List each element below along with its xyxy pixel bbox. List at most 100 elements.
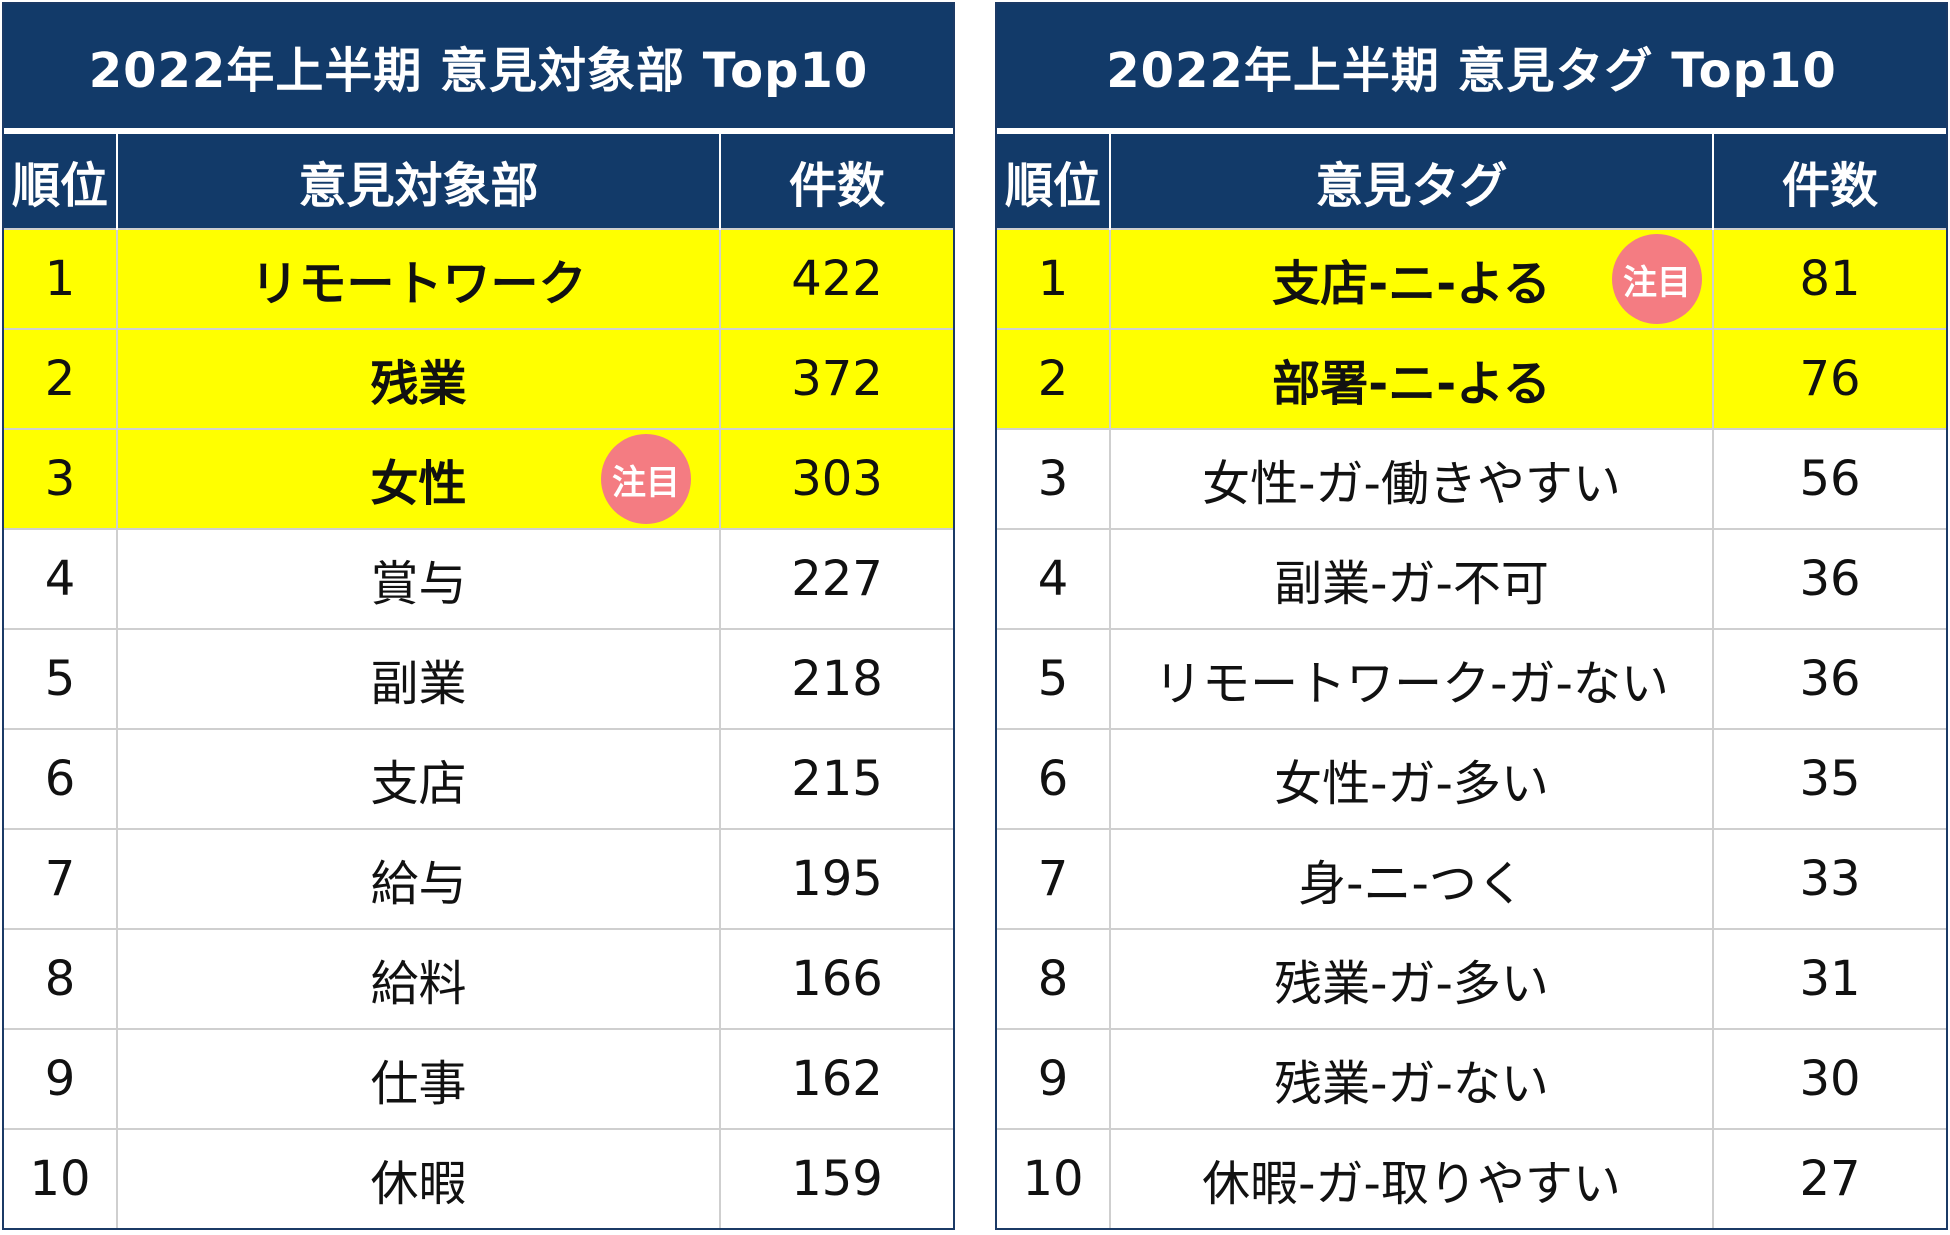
name-cell: 仕事 bbox=[116, 1028, 720, 1129]
count-cell: 422 bbox=[719, 228, 953, 329]
count-cell-text: 218 bbox=[791, 651, 883, 707]
name-cell-text: 休暇 bbox=[370, 1156, 467, 1212]
table-row: 5 副業 218 bbox=[4, 628, 953, 729]
name-cell: 給料 bbox=[116, 928, 720, 1029]
count-cell: 81 bbox=[1712, 228, 1946, 329]
name-cell: 支店 bbox=[116, 728, 720, 829]
rank-cell-text: 4 bbox=[44, 551, 76, 607]
count-cell-text: 27 bbox=[1799, 1151, 1861, 1207]
table-row: 2 部署-ニ-よる 76 bbox=[997, 328, 1946, 429]
name-cell: 給与 bbox=[116, 828, 720, 929]
table-row: 7 身-ニ-つく 33 bbox=[997, 828, 1946, 929]
rank-cell-text: 9 bbox=[1037, 1051, 1069, 1107]
name-cell: 休暇 bbox=[116, 1128, 720, 1228]
count-cell-text: 372 bbox=[791, 351, 883, 407]
count-cell-text: 195 bbox=[791, 851, 883, 907]
table-row: 3 女性-ガ-働きやすい 56 bbox=[997, 428, 1946, 529]
col-header-name: 意見タグ bbox=[1109, 134, 1713, 229]
table-row: 1 リモートワーク 422 bbox=[4, 228, 953, 329]
name-cell: 残業 bbox=[116, 328, 720, 429]
rank-cell-text: 10 bbox=[1022, 1151, 1084, 1207]
count-cell: 195 bbox=[719, 828, 953, 929]
rank-cell: 10 bbox=[4, 1128, 117, 1228]
name-cell: 部署-ニ-よる bbox=[1109, 328, 1713, 429]
name-cell-text: 賞与 bbox=[370, 556, 467, 612]
rank-cell: 10 bbox=[997, 1128, 1110, 1228]
name-cell-text: リモートワーク bbox=[250, 256, 587, 312]
count-cell: 162 bbox=[719, 1028, 953, 1129]
rank-cell: 1 bbox=[4, 228, 117, 329]
table-row: 8 給料 166 bbox=[4, 928, 953, 1029]
attention-badge: 注目 bbox=[1612, 234, 1702, 324]
name-cell: 賞与 bbox=[116, 528, 720, 629]
name-cell: 副業-ガ-不可 bbox=[1109, 528, 1713, 629]
name-cell-text: 女性-ガ-多い bbox=[1274, 756, 1549, 812]
name-cell: 支店-ニ-よる 注目 bbox=[1109, 228, 1713, 329]
table-row: 3 女性 注目 303 bbox=[4, 428, 953, 529]
count-cell: 35 bbox=[1712, 728, 1946, 829]
right-table: 順位 意見タグ 件数 1 支店-ニ-よる 注目 81 2 部署-ニ-よる 76 3 女性-ガ-働… bbox=[997, 134, 1946, 1228]
name-cell-text: 残業-ガ-多い bbox=[1274, 956, 1549, 1012]
count-cell: 218 bbox=[719, 628, 953, 729]
rank-cell-text: 5 bbox=[1037, 651, 1069, 707]
count-cell-text: 76 bbox=[1799, 351, 1861, 407]
name-cell: 身-ニ-つく bbox=[1109, 828, 1713, 929]
col-header-count: 件数 bbox=[719, 134, 953, 229]
left-table-panel: 2022年上半期 意見対象部 Top10 順位 意見対象部 件数 1 リモートワー… bbox=[2, 2, 955, 1230]
count-cell-text: 227 bbox=[791, 551, 883, 607]
count-cell: 215 bbox=[719, 728, 953, 829]
attention-badge: 注目 bbox=[601, 434, 691, 524]
name-cell-text: 残業-ガ-ない bbox=[1274, 1056, 1549, 1112]
count-cell: 36 bbox=[1712, 528, 1946, 629]
rank-cell-text: 10 bbox=[29, 1151, 91, 1207]
table-row: 4 副業-ガ-不可 36 bbox=[997, 528, 1946, 629]
name-cell-text: 給与 bbox=[370, 856, 467, 912]
rank-cell: 6 bbox=[997, 728, 1110, 829]
rank-cell-text: 1 bbox=[44, 251, 76, 307]
table-row: 9 仕事 162 bbox=[4, 1028, 953, 1129]
rank-cell: 8 bbox=[997, 928, 1110, 1029]
count-cell: 372 bbox=[719, 328, 953, 429]
rank-cell: 9 bbox=[4, 1028, 117, 1129]
name-cell: リモートワーク-ガ-ない bbox=[1109, 628, 1713, 729]
col-header-name: 意見対象部 bbox=[116, 134, 720, 229]
count-cell-text: 215 bbox=[791, 751, 883, 807]
col-header-rank: 順位 bbox=[997, 134, 1110, 229]
left-table-title: 2022年上半期 意見対象部 Top10 bbox=[4, 4, 953, 128]
rank-cell: 2 bbox=[997, 328, 1110, 429]
name-cell: 女性-ガ-多い bbox=[1109, 728, 1713, 829]
name-cell-text: 残業 bbox=[370, 356, 467, 412]
col-header-rank: 順位 bbox=[4, 134, 117, 229]
rank-cell-text: 2 bbox=[1037, 351, 1069, 407]
rank-cell-text: 3 bbox=[44, 451, 76, 507]
rank-cell-text: 6 bbox=[44, 751, 76, 807]
count-cell-text: 36 bbox=[1799, 551, 1861, 607]
count-cell: 27 bbox=[1712, 1128, 1946, 1228]
name-cell-text: 部署-ニ-よる bbox=[1272, 356, 1551, 412]
rank-cell-text: 7 bbox=[44, 851, 76, 907]
count-cell: 56 bbox=[1712, 428, 1946, 529]
count-cell-text: 303 bbox=[791, 451, 883, 507]
table-row: 5 リモートワーク-ガ-ない 36 bbox=[997, 628, 1946, 729]
count-cell: 36 bbox=[1712, 628, 1946, 729]
rank-cell-text: 1 bbox=[1037, 251, 1069, 307]
name-cell-text: 休暇-ガ-取りやすい bbox=[1202, 1156, 1621, 1212]
count-cell-text: 31 bbox=[1799, 951, 1861, 1007]
rank-cell: 3 bbox=[997, 428, 1110, 529]
right-table-title: 2022年上半期 意見タグ Top10 bbox=[997, 4, 1946, 128]
rank-cell: 7 bbox=[4, 828, 117, 929]
name-cell: 休暇-ガ-取りやすい bbox=[1109, 1128, 1713, 1228]
name-cell-text: 支店-ニ-よる bbox=[1272, 256, 1551, 312]
rank-cell: 1 bbox=[997, 228, 1110, 329]
rank-cell-text: 9 bbox=[44, 1051, 76, 1107]
rank-cell-text: 3 bbox=[1037, 451, 1069, 507]
name-cell: 副業 bbox=[116, 628, 720, 729]
table-row: 7 給与 195 bbox=[4, 828, 953, 929]
table-row: 9 残業-ガ-ない 30 bbox=[997, 1028, 1946, 1129]
count-cell: 31 bbox=[1712, 928, 1946, 1029]
col-header-count: 件数 bbox=[1712, 134, 1946, 229]
name-cell-text: 女性-ガ-働きやすい bbox=[1202, 456, 1621, 512]
count-cell: 159 bbox=[719, 1128, 953, 1228]
count-cell-text: 30 bbox=[1799, 1051, 1861, 1107]
rank-cell-text: 8 bbox=[1037, 951, 1069, 1007]
